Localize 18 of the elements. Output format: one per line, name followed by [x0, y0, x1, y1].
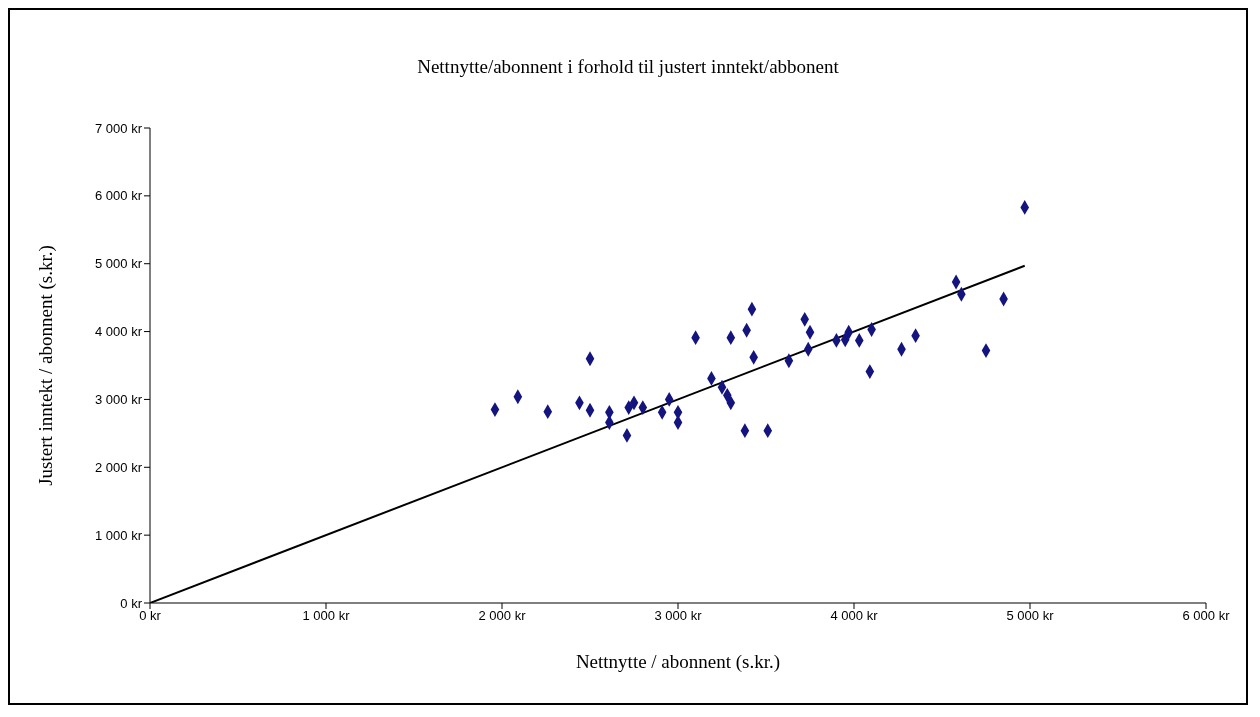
- y-tick-label: 0 kr: [120, 595, 143, 611]
- y-tick-label: 3 000 kr: [95, 392, 143, 408]
- y-tick-label: 1 000 kr: [95, 527, 143, 543]
- x-tick-label: 3 000 kr: [654, 608, 703, 624]
- y-tick-label: 5 000 kr: [95, 256, 143, 272]
- x-tick-label: 0 kr: [139, 608, 162, 624]
- y-axis-title: Justert inntekt / abonnent (s.kr.): [34, 245, 57, 486]
- y-tick-label: 2 000 kr: [95, 459, 143, 475]
- y-tick-label: 7 000 kr: [95, 120, 143, 136]
- x-tick-label: 6 000 kr: [1182, 608, 1231, 624]
- chart-title: Nettnytte/abonnent i forhold til justert inntekt/abbonent: [416, 56, 840, 78]
- y-tick-label: 6 000 kr: [95, 188, 143, 204]
- x-tick-label: 5 000 kr: [1006, 608, 1055, 624]
- x-tick-label: 4 000 kr: [830, 608, 879, 624]
- y-tick-label: 4 000 kr: [95, 324, 143, 340]
- x-axis-title: Nettnytte / abonnent (s.kr.): [575, 651, 781, 673]
- x-tick-label: 2 000 kr: [478, 608, 527, 624]
- x-tick-label: 1 000 kr: [302, 608, 351, 624]
